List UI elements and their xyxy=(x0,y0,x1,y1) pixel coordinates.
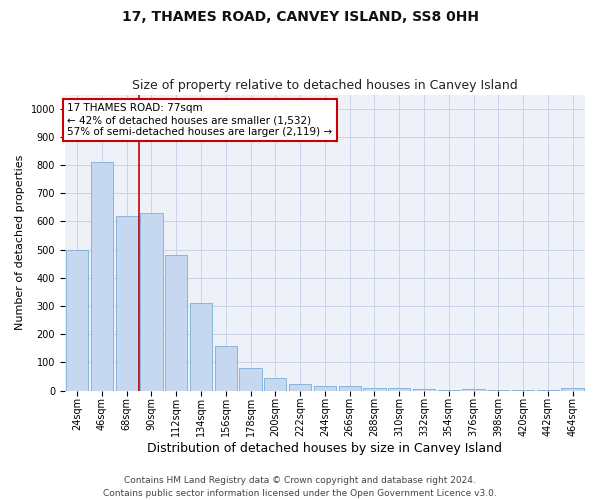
Bar xyxy=(116,216,138,390)
Text: Contains HM Land Registry data © Crown copyright and database right 2024.
Contai: Contains HM Land Registry data © Crown c… xyxy=(103,476,497,498)
Bar xyxy=(562,388,584,390)
Text: 17 THAMES ROAD: 77sqm
← 42% of detached houses are smaller (1,532)
57% of semi-d: 17 THAMES ROAD: 77sqm ← 42% of detached … xyxy=(67,104,332,136)
Text: 17, THAMES ROAD, CANVEY ISLAND, SS8 0HH: 17, THAMES ROAD, CANVEY ISLAND, SS8 0HH xyxy=(121,10,479,24)
Bar xyxy=(91,162,113,390)
Bar xyxy=(289,384,311,390)
Title: Size of property relative to detached houses in Canvey Island: Size of property relative to detached ho… xyxy=(132,79,518,92)
Bar xyxy=(140,213,163,390)
Bar xyxy=(190,304,212,390)
Bar xyxy=(363,388,386,390)
Bar xyxy=(338,386,361,390)
Bar xyxy=(66,250,88,390)
Bar xyxy=(215,346,237,391)
Bar xyxy=(165,256,187,390)
Bar xyxy=(314,386,336,390)
X-axis label: Distribution of detached houses by size in Canvey Island: Distribution of detached houses by size … xyxy=(148,442,502,455)
Bar xyxy=(264,378,286,390)
Y-axis label: Number of detached properties: Number of detached properties xyxy=(15,155,25,330)
Bar xyxy=(239,368,262,390)
Bar xyxy=(388,388,410,390)
